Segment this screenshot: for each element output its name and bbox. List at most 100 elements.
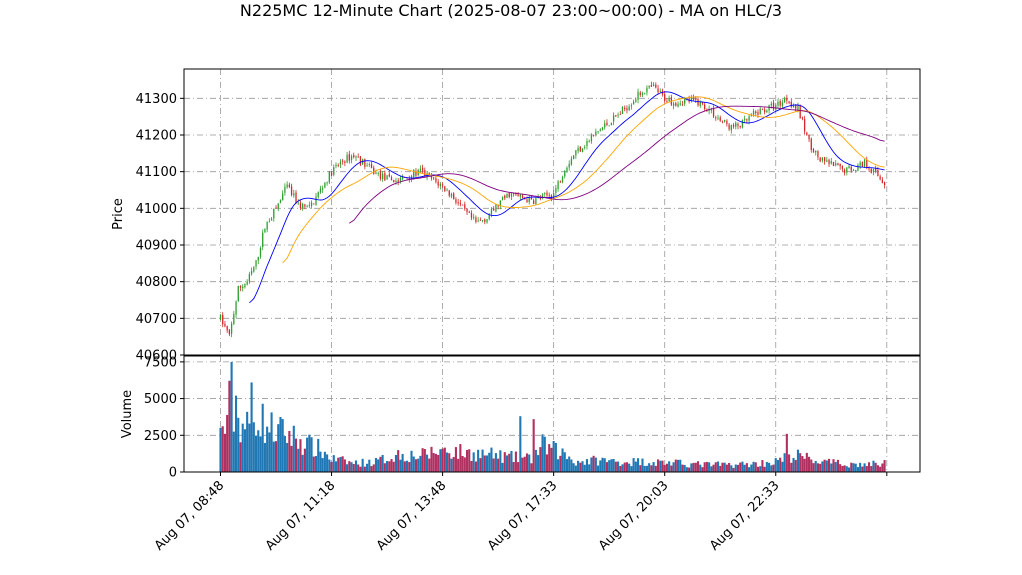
volume-bar bbox=[859, 462, 862, 472]
candle-body bbox=[712, 108, 715, 117]
candle-body bbox=[806, 132, 808, 135]
volume-bar bbox=[270, 412, 273, 472]
candle-body bbox=[672, 103, 675, 106]
candle-body bbox=[812, 149, 815, 153]
candle-body bbox=[877, 170, 879, 176]
candle-body bbox=[799, 105, 801, 119]
volume-bar bbox=[457, 458, 460, 472]
candle-body bbox=[850, 166, 852, 171]
volume-bar bbox=[530, 463, 533, 472]
volume-bar bbox=[748, 467, 751, 472]
volume-bar bbox=[357, 464, 360, 472]
candle-body bbox=[737, 123, 739, 126]
volume-bar bbox=[641, 458, 644, 472]
volume-bar bbox=[732, 467, 735, 472]
candle-body bbox=[333, 167, 335, 175]
volume-bar bbox=[743, 464, 746, 472]
volume-bar bbox=[341, 456, 344, 472]
candle-body bbox=[575, 150, 577, 156]
candle-body bbox=[446, 189, 448, 191]
candle-body bbox=[395, 180, 397, 183]
volume-bar bbox=[730, 465, 733, 472]
candle-body bbox=[763, 109, 766, 113]
candle-body bbox=[519, 194, 521, 197]
volume-bar bbox=[383, 463, 386, 472]
candle-body bbox=[870, 168, 872, 173]
price-tick-label: 40900 bbox=[136, 239, 177, 254]
volume-bar bbox=[668, 461, 671, 472]
volume-bar bbox=[763, 466, 766, 472]
volume-bar bbox=[770, 465, 773, 472]
candle-body bbox=[624, 107, 626, 110]
candle-body bbox=[326, 182, 328, 184]
candle-body bbox=[388, 174, 390, 177]
volume-bar bbox=[226, 414, 229, 472]
volume-bar bbox=[685, 467, 688, 472]
candle-body bbox=[659, 91, 661, 92]
volume-bar bbox=[794, 459, 797, 472]
volume-bar bbox=[761, 460, 764, 472]
candle-body bbox=[817, 151, 819, 158]
candle-body bbox=[601, 127, 604, 131]
volume-bar bbox=[752, 461, 755, 472]
candle-body bbox=[757, 112, 759, 115]
candle-body bbox=[626, 108, 628, 111]
candle-body bbox=[604, 123, 606, 128]
candle-body bbox=[257, 256, 259, 261]
volume-bar bbox=[625, 462, 628, 472]
candle-body bbox=[284, 186, 286, 193]
volume-bar bbox=[468, 449, 471, 472]
volume-bar bbox=[321, 458, 324, 472]
candle-body bbox=[457, 202, 459, 204]
volume-bar bbox=[417, 458, 420, 472]
candle-body bbox=[690, 97, 693, 101]
candle-body bbox=[304, 204, 306, 207]
volume-bar bbox=[608, 460, 611, 472]
candle-body bbox=[675, 103, 677, 106]
volume-bar bbox=[705, 461, 708, 472]
volume-bar bbox=[814, 460, 817, 472]
candle-body bbox=[297, 202, 299, 204]
volume-bar bbox=[545, 454, 549, 472]
volume-bar bbox=[443, 447, 446, 472]
candle-body bbox=[848, 166, 850, 169]
volume-bar bbox=[694, 462, 697, 472]
candle-body bbox=[564, 171, 566, 177]
volume-bar bbox=[517, 462, 520, 472]
candle-body bbox=[837, 163, 839, 166]
volume-bar bbox=[281, 419, 284, 472]
volume-bar bbox=[386, 461, 389, 472]
volume-bar bbox=[845, 466, 848, 472]
candle-body bbox=[299, 202, 302, 209]
candle-body bbox=[875, 168, 877, 171]
volume-bar bbox=[765, 461, 768, 472]
volume-bar bbox=[286, 442, 289, 472]
candle-body bbox=[293, 193, 295, 196]
candle-body bbox=[735, 122, 737, 127]
volume-bar bbox=[594, 457, 597, 472]
volume-bar bbox=[234, 395, 238, 472]
candle-body bbox=[857, 164, 859, 171]
candle-body bbox=[879, 176, 881, 180]
candle-body bbox=[353, 155, 355, 158]
volume-bar bbox=[532, 419, 535, 472]
volume-bar bbox=[839, 464, 842, 472]
price-tick-label: 41300 bbox=[136, 92, 177, 107]
candle-body bbox=[539, 197, 541, 199]
candle-body bbox=[863, 159, 866, 167]
candle-body bbox=[424, 170, 426, 177]
volume-bar bbox=[465, 449, 469, 472]
volume-bar bbox=[479, 458, 482, 472]
candle-body bbox=[646, 87, 648, 93]
candle-body bbox=[379, 172, 382, 179]
volume-bar bbox=[403, 461, 406, 472]
candle-body bbox=[715, 117, 717, 119]
volume-bar bbox=[497, 458, 500, 472]
candle-body bbox=[453, 193, 455, 200]
candle-body bbox=[770, 103, 772, 106]
candle-body bbox=[501, 196, 504, 200]
candle-body bbox=[581, 148, 584, 152]
volume-bar bbox=[863, 463, 866, 472]
volume-bar bbox=[661, 460, 664, 472]
candle-body bbox=[381, 173, 384, 180]
